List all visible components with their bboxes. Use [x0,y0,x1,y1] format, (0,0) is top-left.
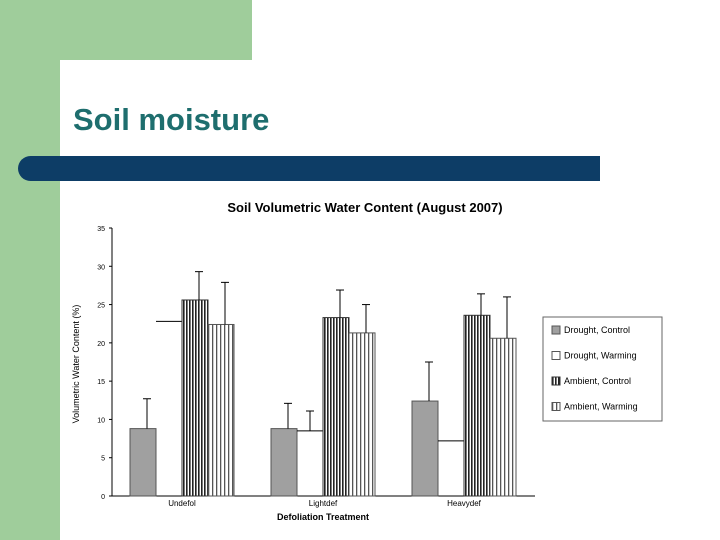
bar-3-2 [489,337,517,497]
legend-label-2: Ambient, Control [564,376,631,386]
x-tick-label: Undefol [168,499,196,508]
legend: Drought, Control Drought, Warming Ambient,… [542,316,663,422]
y-tick-label: 25 [97,303,105,310]
legend-swatch-3 [551,402,561,411]
bar-3-0 [207,323,235,497]
y-tick-label: 0 [101,494,105,501]
y-tick-label: 35 [97,226,105,233]
accent-green-left [0,0,60,540]
legend-swatch-2 [551,376,561,386]
y-tick-label: 20 [97,341,105,348]
bar-0-0 [129,428,157,497]
bar-3-1 [348,332,376,497]
bar-0-2 [411,400,439,497]
content-panel [60,60,720,540]
y-tick-label: 30 [97,264,105,271]
legend-label-0: Drought, Control [564,325,630,335]
slide-title: Soil moisture [73,102,270,137]
legend-box [542,316,663,422]
chart-title: Soil Volumetric Water Content (August 20… [227,200,502,215]
legend-swatch-1 [551,351,561,360]
y-tick-label: 10 [97,417,105,424]
legend-label-1: Drought, Warming [564,351,637,361]
y-tick-label: 5 [101,456,105,463]
x-tick-label: Heavydef [447,499,482,508]
y-tick-label: 15 [97,379,105,386]
bar-2-2 [463,314,491,497]
title-underline-bar [18,156,600,181]
bar-2-1 [322,317,350,497]
bar-0-1 [270,428,298,497]
bar-2-0 [181,299,209,497]
x-tick-label: Lightdef [309,499,338,508]
legend-swatch-0 [551,325,561,335]
y-axis-label: Volumetric Water Content (%) [71,305,81,424]
x-axis-label: Defoliation Treatment [277,512,369,522]
legend-label-3: Ambient, Warming [564,402,638,412]
